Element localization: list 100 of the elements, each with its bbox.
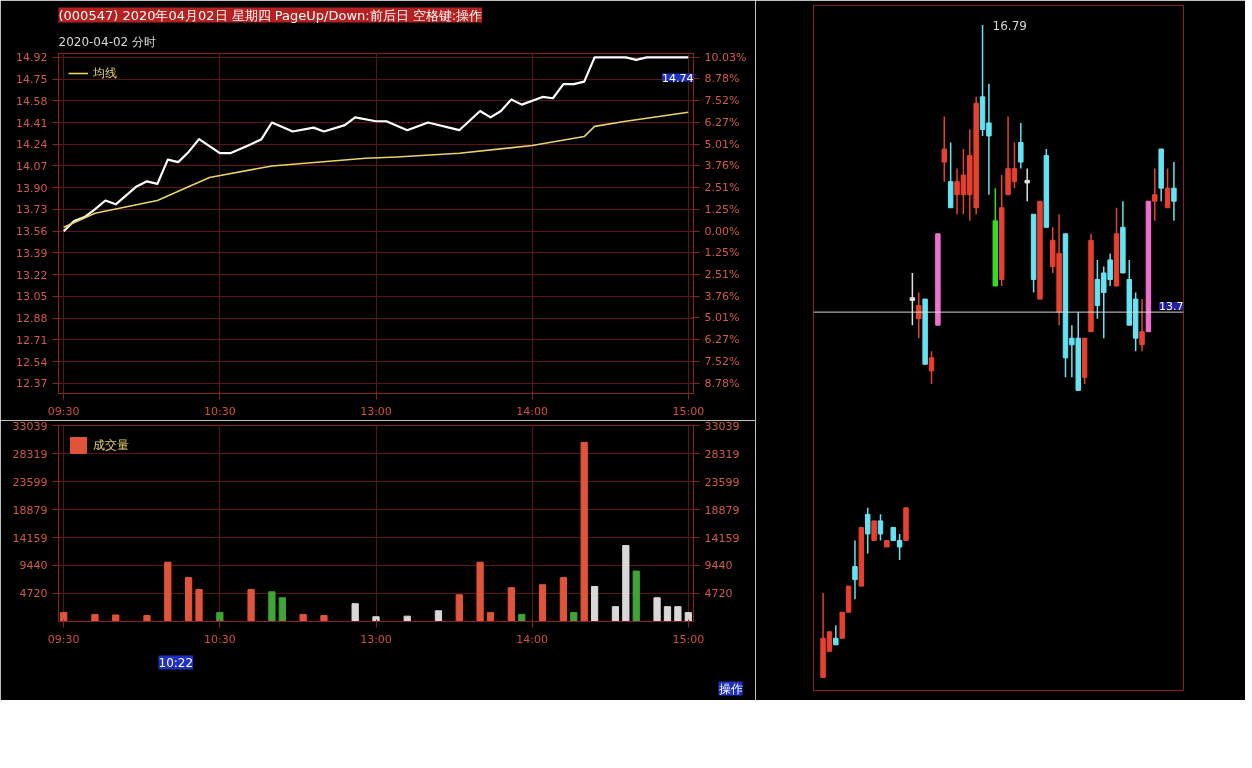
legend-label: 均线 — [93, 64, 117, 82]
y-tick-label: 14.24 — [16, 138, 48, 152]
y2-tick-label: 18879 — [704, 503, 740, 517]
bar — [476, 561, 484, 622]
bar — [320, 615, 328, 622]
bar — [674, 606, 682, 622]
text: 操作 — [718, 681, 743, 696]
y2-tick-label: 6.27% — [704, 333, 740, 347]
bar — [570, 612, 578, 622]
candlestick — [871, 520, 877, 541]
candlestick — [852, 539, 858, 600]
y-tick-label: 13.22 — [16, 268, 48, 282]
y-tick-label: 28319 — [12, 447, 48, 461]
y-tick-label: 13.05 — [16, 290, 48, 304]
bar — [434, 610, 443, 622]
y2-tick-label: 7.52% — [704, 94, 740, 108]
candlestick — [1164, 167, 1171, 209]
y-tick-label: 14.92 — [16, 51, 48, 65]
bar — [518, 613, 526, 622]
x-tick-label: 09:30 — [47, 632, 80, 646]
annotation: 13.7 — [1159, 300, 1184, 314]
candlestick — [916, 291, 922, 339]
bar — [195, 588, 203, 622]
y2-tick-label: 23599 — [704, 475, 740, 489]
y-tick-label: 14.58 — [16, 94, 48, 108]
candlestick — [877, 513, 884, 542]
candlestick — [1171, 161, 1177, 222]
y-tick-label: 33039 — [12, 419, 48, 433]
y2-tick-label: 1.25% — [704, 246, 740, 260]
text: 10:22 — [158, 655, 194, 670]
bar — [351, 603, 359, 622]
candlestick — [928, 350, 935, 385]
y2-tick-label: 8.78% — [704, 72, 740, 86]
bar — [185, 577, 193, 622]
x-tick-label: 10:30 — [204, 404, 236, 418]
bar — [278, 597, 286, 622]
y2-tick-label: 2.51% — [704, 181, 740, 195]
bar — [684, 612, 692, 622]
y2-tick-label: 5.01% — [704, 311, 740, 325]
x-tick-label: 15:00 — [672, 632, 705, 646]
y-tick-label: 23599 — [12, 475, 48, 489]
bar — [622, 545, 630, 622]
bar — [663, 606, 672, 622]
x-tick-label: 14:00 — [516, 404, 548, 418]
legend-label: 成交量 — [93, 436, 129, 454]
y-tick-label: 12.54 — [16, 355, 48, 369]
bar — [372, 616, 380, 622]
y-tick-label: 14.07 — [16, 159, 48, 173]
y2-tick-label: 28319 — [704, 447, 740, 461]
y2-tick-label: 8.78% — [704, 376, 740, 390]
bar — [112, 614, 120, 622]
y-tick-label: 12.37 — [16, 377, 48, 391]
bar — [91, 613, 99, 622]
candlestick — [833, 624, 839, 646]
bar — [403, 615, 411, 622]
chart-subtitle: 2020-04-02 分时 — [58, 34, 157, 49]
y-tick-label: 9440 — [19, 559, 48, 573]
x-tick-label: 10:30 — [204, 632, 236, 646]
annotation: 16.79 — [992, 18, 1027, 33]
y-tick-label: 13.39 — [16, 246, 48, 260]
bar — [611, 606, 620, 622]
chart-title: (000547) 2020年04月02日 星期四 PageUp/Down:前后日 空格键:操作 — [58, 7, 483, 23]
x-tick-label: 09:30 — [47, 404, 80, 418]
x-tick-label: 13:00 — [360, 632, 392, 646]
bar — [538, 584, 547, 622]
bar — [247, 588, 255, 622]
y-tick-label: 12.88 — [16, 312, 48, 326]
bar — [164, 561, 172, 622]
y2-tick-label: 0.00% — [704, 224, 740, 238]
bar — [143, 615, 151, 622]
bar — [507, 587, 515, 622]
bar — [580, 441, 588, 622]
y-tick-label: 13.90 — [16, 181, 48, 195]
y2-tick-label: 3.76% — [704, 289, 740, 303]
y2-tick-label: 5.01% — [704, 137, 740, 151]
x-tick-label: 14:00 — [516, 632, 548, 646]
bar — [653, 597, 661, 622]
candlestick — [1139, 298, 1145, 353]
line-series — [62, 111, 690, 229]
bar — [268, 591, 276, 622]
y-tick-label: 18879 — [12, 503, 48, 517]
y2-tick-label: 6.27% — [704, 115, 740, 129]
y2-tick-label: 1.25% — [704, 202, 740, 216]
y-tick-label: 4720 — [19, 587, 48, 601]
x-tick-label: 15:00 — [672, 404, 705, 418]
bar — [60, 612, 68, 622]
bar — [486, 612, 495, 622]
bar — [216, 612, 224, 622]
x-tick-label: 13:00 — [360, 404, 392, 418]
bar — [590, 586, 599, 622]
annotation: 14.74 — [662, 71, 694, 85]
y2-tick-label: 10.03% — [704, 50, 747, 64]
bar — [299, 613, 307, 622]
y2-tick-label: 3.76% — [704, 159, 740, 173]
y2-tick-label: 9440 — [704, 559, 733, 573]
y2-tick-label: 33039 — [704, 419, 740, 433]
y-tick-label: 13.56 — [16, 225, 48, 239]
candlestick — [1152, 167, 1158, 222]
y2-tick-label: 14159 — [704, 531, 740, 545]
candlestick — [1024, 167, 1030, 202]
